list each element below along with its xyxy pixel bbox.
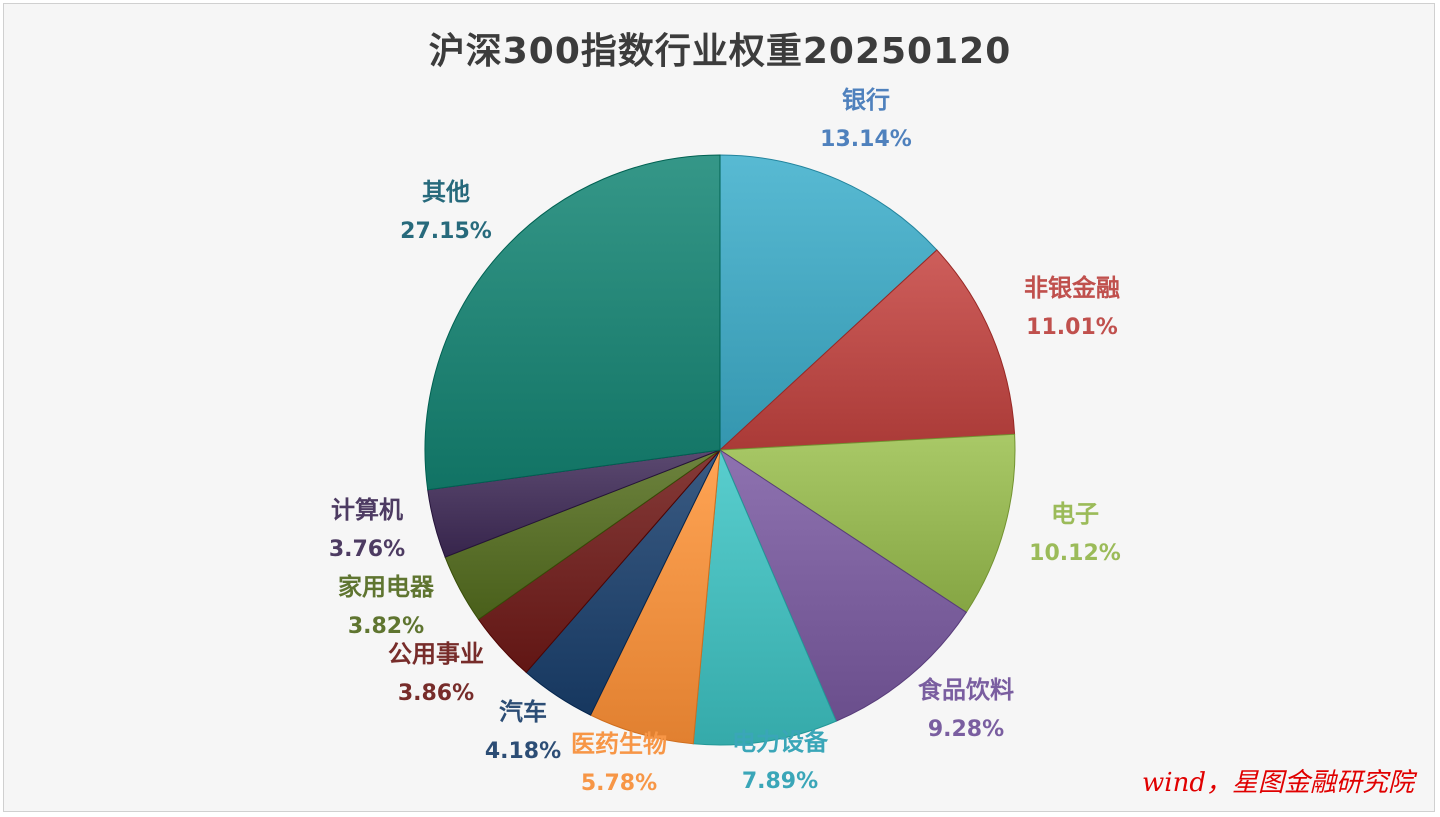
slice-label-3: 食品饮料	[918, 676, 1014, 704]
slice-value-5: 5.78%	[581, 771, 657, 796]
pie-slice-3	[718, 448, 968, 722]
slice-label-9: 计算机	[331, 496, 403, 524]
pie-slice-1	[718, 249, 1016, 451]
pie-slice-10	[424, 154, 721, 491]
slice-value-6: 4.18%	[485, 739, 561, 764]
slice-label-4: 电力设备	[732, 728, 829, 756]
slice-value-1: 11.01%	[1026, 315, 1118, 340]
slice-value-2: 10.12%	[1029, 541, 1121, 566]
slice-value-0: 13.14%	[820, 127, 912, 152]
slice-label-5: 医药生物	[571, 730, 667, 758]
slice-label-0: 银行	[842, 86, 890, 114]
slice-label-8: 家用电器	[338, 573, 435, 601]
slice-label-1: 非银金融	[1024, 274, 1120, 302]
pie-labels: 银行 13.14% 非银金融 11.01% 电子 10.12% 食品饮料 9.28% 电力设备 7…	[329, 86, 1121, 796]
slice-label-2: 电子	[1051, 500, 1099, 528]
slice-value-10: 27.15%	[400, 219, 492, 244]
slice-value-9: 3.76%	[329, 537, 405, 562]
pie-slice-0	[719, 154, 938, 452]
pie-slices	[424, 154, 1016, 746]
pie-slice-2	[718, 433, 1016, 614]
pie-slice-4	[692, 449, 837, 746]
slice-label-6: 汽车	[499, 698, 547, 726]
slice-label-7: 公用事业	[388, 640, 484, 668]
slice-value-8: 3.82%	[348, 614, 424, 639]
slice-value-4: 7.89%	[742, 769, 818, 794]
slice-value-7: 3.86%	[398, 681, 474, 706]
source-note: wind，星图金融研究院	[1142, 768, 1414, 798]
slice-label-10: 其他	[422, 178, 470, 206]
chart-title: 沪深300指数行业权重20250120	[428, 31, 1012, 72]
slice-value-3: 9.28%	[928, 717, 1004, 742]
